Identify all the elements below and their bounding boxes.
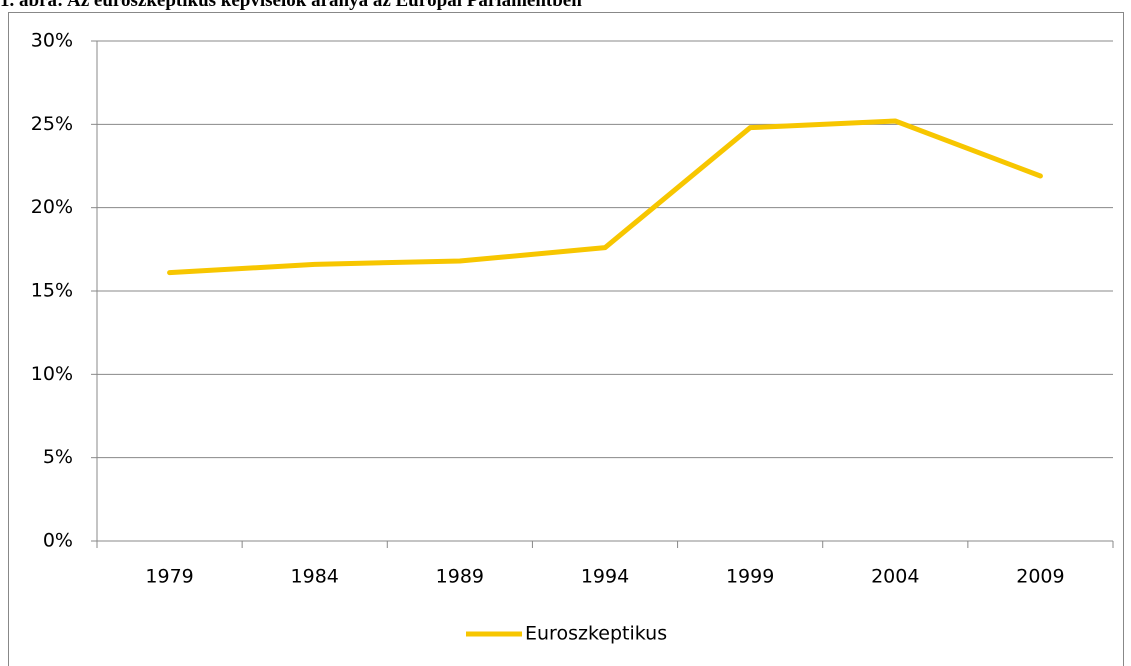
y-tick-label: 0% <box>43 530 73 552</box>
y-tick-label: 5% <box>43 446 73 468</box>
y-tick-label: 10% <box>31 363 73 385</box>
chart-frame <box>8 12 1124 666</box>
y-tick-label: 25% <box>31 113 73 135</box>
x-tick-label: 1999 <box>726 566 774 588</box>
series-line <box>167 118 1043 276</box>
x-tick-label: 1979 <box>145 566 193 588</box>
y-tick-label: 30% <box>31 30 73 52</box>
y-tick-label: 15% <box>31 280 73 302</box>
x-tick-label: 1984 <box>291 566 339 588</box>
y-tick-label: 20% <box>31 196 73 218</box>
x-tick-label: 2009 <box>1016 566 1064 588</box>
chart-title: 1. ábra: Az euroszkeptikus képviselők ar… <box>0 0 582 11</box>
x-tick-label: 1989 <box>436 566 484 588</box>
x-tick-label: 2004 <box>871 566 919 588</box>
legend-label: Euroszkeptikus <box>525 623 667 645</box>
x-tick-label: 1994 <box>581 566 629 588</box>
